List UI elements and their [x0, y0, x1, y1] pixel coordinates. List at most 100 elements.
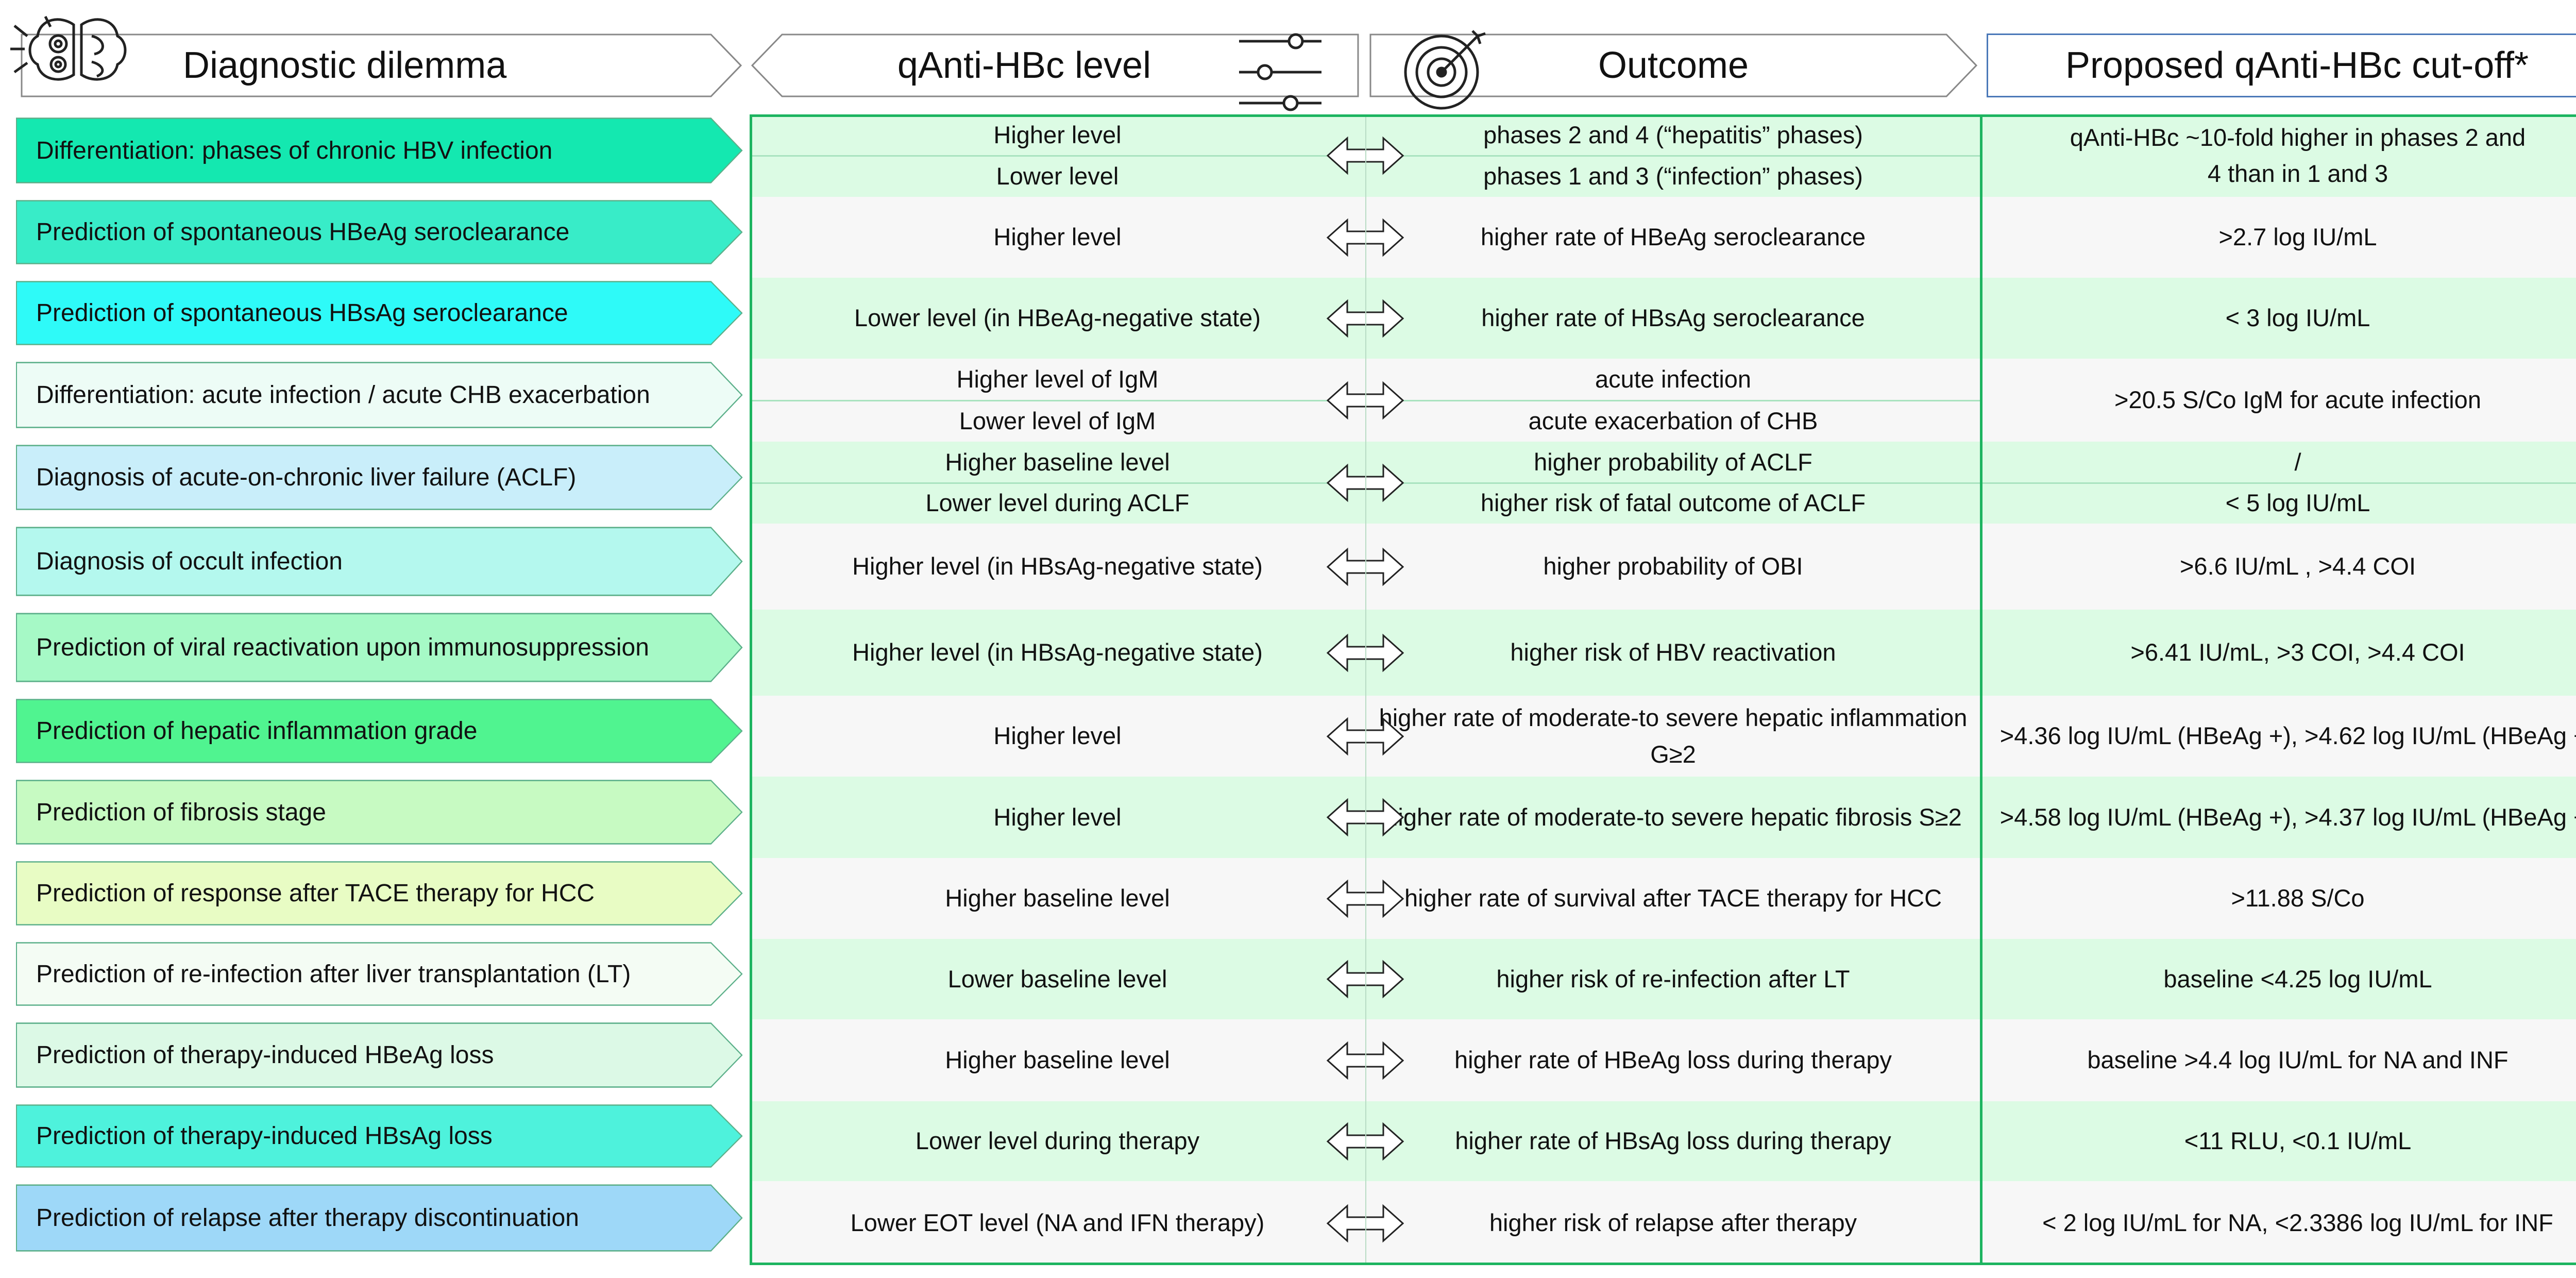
level-cell: Higher level — [750, 114, 1365, 156]
cutoff-cell: / — [1981, 442, 2576, 483]
column-divider — [1365, 114, 1366, 1265]
dilemma-label: Differentiation: acute infection / acute… — [36, 381, 650, 409]
header-diagnostic-dilemma: Diagnostic dilemma — [21, 33, 742, 97]
level-cell: Higher level (in HBsAg-negative state) — [750, 524, 1365, 610]
outcome-cell: phases 2 and 4 (“hepatitis” phases) — [1365, 114, 1981, 156]
level-cell: Lower baseline level — [750, 939, 1365, 1019]
outcome-cell: higher probability of ACLF — [1365, 442, 1981, 483]
dilemma-arrow-shape — [16, 613, 743, 682]
outcome-cell: higher rate of HBsAg loss during therapy — [1365, 1101, 1981, 1181]
header-cutoff-label: Proposed qAnti-HBc cut-off* — [2065, 45, 2529, 86]
cutoff-cell: baseline >4.4 log IU/mL for NA and INF — [1981, 1019, 2576, 1101]
dilemma-label: Prediction of viral reactivation upon im… — [36, 634, 649, 661]
results-table: Higher level phases 2 and 4 (“hepatitis” … — [750, 114, 2576, 1265]
dilemma-label: Prediction of spontaneous HBeAg seroclea… — [36, 218, 570, 246]
header-outcome-label: Outcome — [1598, 45, 1749, 86]
outcome-cell: higher risk of HBV reactivation — [1365, 610, 1981, 696]
dilemma-label: Prediction of response after TACE therap… — [36, 880, 595, 907]
header-proposed-cutoff: Proposed qAnti-HBc cut-off* — [1987, 33, 2576, 97]
cutoff-cell: < 2 log IU/mL for NA, <2.3386 log IU/mL … — [1981, 1181, 2576, 1265]
dilemma-arrow-shape — [16, 1104, 743, 1168]
header-outcome: Outcome — [1369, 33, 1977, 97]
level-cell: Higher level — [750, 777, 1365, 858]
dilemma-arrow: Diagnosis of occult infection — [15, 526, 743, 597]
cutoff-cell: >2.7 log IU/mL — [1981, 197, 2576, 278]
outcome-cell: phases 1 and 3 (“infection” phases) — [1365, 156, 1981, 197]
dilemma-label: Diagnosis of acute-on-chronic liver fail… — [36, 464, 577, 491]
dilemma-label: Prediction of relapse after therapy disc… — [36, 1204, 579, 1232]
dilemma-arrow: Differentiation: phases of chronic HBV i… — [15, 117, 743, 184]
table-frame — [750, 114, 2576, 1265]
level-cell: Lower level — [750, 156, 1365, 197]
dilemma-arrow: Prediction of therapy-induced HBeAg loss — [15, 1022, 743, 1088]
dilemma-arrow-shape — [16, 117, 743, 183]
dilemma-arrow: Diagnosis of acute-on-chronic liver fail… — [15, 444, 743, 511]
dilemma-arrow-shape — [16, 1184, 743, 1252]
level-cell: Higher baseline level — [750, 858, 1365, 939]
dilemma-arrow-shape — [16, 1022, 743, 1088]
outcome-cell: higher probability of OBI — [1365, 524, 1981, 610]
dilemma-arrow: Prediction of spontaneous HBsAg seroclea… — [15, 280, 743, 346]
dilemma-arrow: Prediction of hepatic inflammation grade — [15, 698, 743, 764]
header-arrow-shape — [751, 33, 1359, 97]
cutoff-cell: qAnti-HBc ~10-fold higher in phases 2 an… — [1981, 114, 2576, 197]
cutoff-cell: >4.36 log IU/mL (HBeAg +), >4.62 log IU/… — [1981, 696, 2576, 777]
dilemma-label: Differentiation: phases of chronic HBV i… — [36, 137, 553, 164]
outcome-cell: higher rate of moderate-to severe hepati… — [1365, 696, 1981, 777]
level-cell: Higher baseline level — [750, 442, 1365, 483]
cutoff-cell: < 3 log IU/mL — [1981, 278, 2576, 359]
dilemma-arrow-shape — [16, 445, 743, 510]
outcome-cell: higher rate of HBsAg seroclearance — [1365, 278, 1981, 359]
dilemma-label: Prediction of therapy-induced HBsAg loss — [36, 1122, 493, 1150]
dilemma-arrow-shape — [16, 527, 743, 596]
header-level-label: qAnti-HBc level — [897, 45, 1151, 86]
cutoff-cell: >11.88 S/Co — [1981, 858, 2576, 939]
outcome-cell: higher rate of HBeAg loss during therapy — [1365, 1019, 1981, 1101]
dilemma-label: Prediction of re-infection after liver t… — [36, 960, 631, 988]
cutoff-cell: >4.58 log IU/mL (HBeAg +), >4.37 log IU/… — [1981, 777, 2576, 858]
level-cell: Higher baseline level — [750, 1019, 1365, 1101]
header-arrow-shape — [21, 33, 742, 97]
outcome-cell: higher risk of relapse after therapy — [1365, 1181, 1981, 1265]
dilemma-arrow-shape — [16, 699, 743, 763]
dilemma-arrow: Prediction of therapy-induced HBsAg loss — [15, 1104, 743, 1168]
dilemma-arrow: Prediction of response after TACE therap… — [15, 861, 743, 926]
dilemma-label: Prediction of therapy-induced HBeAg loss — [36, 1041, 494, 1069]
outcome-cell: higher risk of fatal outcome of ACLF — [1365, 482, 1981, 524]
level-cell: Higher level of IgM — [750, 359, 1365, 400]
level-cell: Higher level (in HBsAg-negative state) — [750, 610, 1365, 696]
outcome-cell: higher rate of survival after TACE thera… — [1365, 858, 1981, 939]
level-cell: Lower EOT level (NA and IFN therapy) — [750, 1181, 1365, 1265]
dilemma-arrow-shape — [16, 942, 743, 1006]
dilemma-arrow: Prediction of relapse after therapy disc… — [15, 1184, 743, 1252]
dilemma-arrow: Prediction of fibrosis stage — [15, 779, 743, 845]
dilemma-arrow: Differentiation: acute infection / acute… — [15, 361, 743, 429]
dilemma-arrow-shape — [16, 200, 743, 264]
target-icon — [1400, 23, 1493, 116]
outcome-cell: acute exacerbation of CHB — [1365, 400, 1981, 442]
sub-row-divider — [1981, 482, 2576, 484]
dilemma-arrow: Prediction of re-infection after liver t… — [15, 941, 743, 1006]
level-cell: Lower level (in HBeAg-negative state) — [750, 278, 1365, 359]
outcome-cell: higher rate of moderate-to severe hepati… — [1365, 777, 1981, 858]
cutoff-cell: >20.5 S/Co IgM for acute infection — [1981, 359, 2576, 442]
header-qantihbc-level: qAnti-HBc level — [751, 33, 1359, 97]
dilemma-label: Diagnosis of occult infection — [36, 548, 343, 575]
level-cell: Lower level of IgM — [750, 400, 1365, 442]
dilemma-arrow: Prediction of viral reactivation upon im… — [15, 612, 743, 683]
cutoff-cell: >6.41 IU/mL, >3 COI, >4.4 COI — [1981, 610, 2576, 696]
column-divider-strong — [1980, 114, 1982, 1265]
dilemma-arrow-shape — [16, 362, 743, 428]
outcome-cell: higher rate of HBeAg seroclearance — [1365, 197, 1981, 278]
dilemma-label: Prediction of fibrosis stage — [36, 798, 326, 826]
level-cell: Lower level during therapy — [750, 1101, 1365, 1181]
level-cell: Higher level — [750, 696, 1365, 777]
sliders-icon — [1236, 28, 1324, 116]
dilemma-label: Prediction of spontaneous HBsAg seroclea… — [36, 299, 568, 327]
dilemma-arrow: Prediction of spontaneous HBeAg seroclea… — [15, 199, 743, 265]
outcome-cell: higher risk of re-infection after LT — [1365, 939, 1981, 1019]
dilemma-label: Prediction of hepatic inflammation grade — [36, 717, 478, 745]
outcome-cell: acute infection — [1365, 359, 1981, 400]
level-cell: Higher level — [750, 197, 1365, 278]
dilemma-arrow-shape — [16, 281, 743, 345]
